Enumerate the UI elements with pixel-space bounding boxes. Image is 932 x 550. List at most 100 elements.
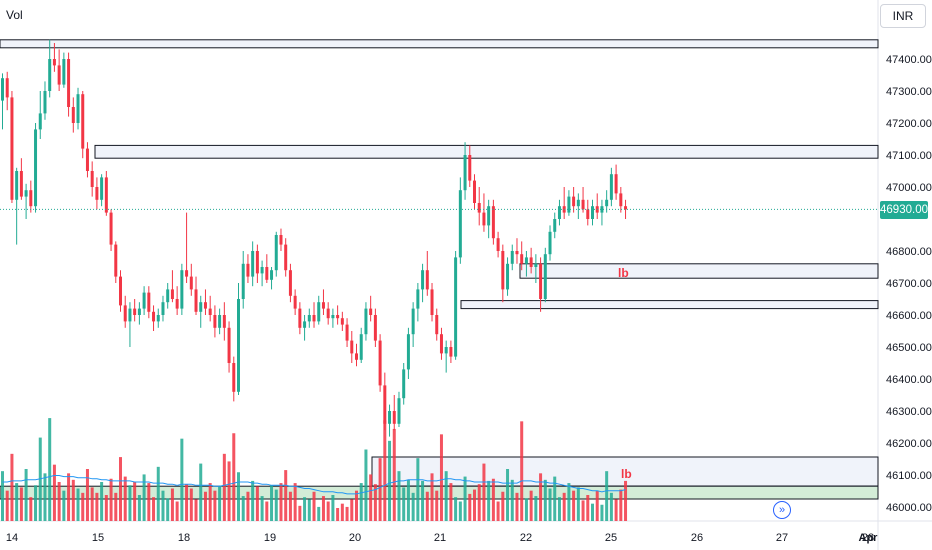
candle-body <box>317 302 321 322</box>
volume-bar <box>1 471 4 521</box>
candle-body <box>76 94 80 123</box>
candle-body <box>161 302 165 315</box>
volume-bar <box>119 457 122 521</box>
volume-bar <box>576 487 580 521</box>
candle <box>95 177 99 210</box>
candle-body <box>24 190 28 197</box>
candle-body <box>326 308 330 319</box>
candle <box>425 251 429 296</box>
x-tick-label: 25 <box>605 532 617 544</box>
volume-bar <box>383 420 387 521</box>
candle-body <box>237 299 240 392</box>
candle <box>373 308 377 347</box>
candle-body <box>506 263 510 290</box>
candle <box>331 308 335 328</box>
candle <box>260 260 264 287</box>
candle <box>586 199 590 226</box>
volume-bar <box>142 474 146 521</box>
volume-bar <box>345 506 349 521</box>
y-tick-label: 46400.00 <box>886 374 932 386</box>
candle <box>199 295 203 328</box>
volume-bar <box>71 479 75 521</box>
volume-bar <box>114 492 118 521</box>
candle-body <box>265 267 269 280</box>
candle <box>619 187 623 213</box>
candle <box>529 247 533 274</box>
y-tick-label: 46500.00 <box>886 342 932 354</box>
candle <box>170 270 174 303</box>
currency-button[interactable]: INR <box>880 4 926 28</box>
x-tick-label: 19 <box>264 532 276 544</box>
volume-bar <box>572 490 576 521</box>
candle <box>383 372 387 431</box>
candle <box>133 299 137 322</box>
volume-bar <box>255 486 259 521</box>
candle-body <box>397 398 401 424</box>
candle <box>67 52 71 117</box>
y-tick-label: 46200.00 <box>886 438 932 450</box>
candle-body <box>609 174 613 200</box>
x-tick-label: 14 <box>6 532 18 544</box>
candle <box>496 231 500 258</box>
scroll-to-realtime-button[interactable]: » <box>773 501 791 519</box>
candle-body <box>255 251 259 274</box>
candle <box>444 340 448 373</box>
candle <box>458 177 462 264</box>
candle <box>416 283 420 322</box>
candle-body <box>439 334 443 354</box>
volume-bar <box>468 493 472 521</box>
candle-body <box>524 257 528 264</box>
candle-body <box>340 318 344 325</box>
candle <box>312 302 316 328</box>
volume-bar <box>482 463 486 521</box>
candle-body <box>180 270 184 309</box>
volume-bar <box>539 473 543 521</box>
volume-ma-line <box>2 475 626 495</box>
candle-body <box>477 203 481 213</box>
candle-body <box>444 347 448 354</box>
candle <box>265 254 269 283</box>
volume-bar <box>260 496 264 521</box>
candle <box>473 174 476 210</box>
candle-body <box>543 254 547 299</box>
candle <box>510 244 514 271</box>
zone-box <box>460 300 879 310</box>
candle <box>364 302 368 341</box>
candle-body <box>246 263 250 277</box>
candle <box>388 404 392 437</box>
candle-body <box>312 315 316 322</box>
candle <box>487 199 491 239</box>
volume-bar <box>34 485 38 521</box>
volume-bar <box>213 490 217 521</box>
y-tick-label: 46800.00 <box>886 246 932 258</box>
candle <box>572 187 576 213</box>
volume-bar <box>303 497 307 521</box>
volume-bar <box>175 501 179 521</box>
candle <box>548 225 552 261</box>
candle-body <box>222 315 226 328</box>
candle <box>430 283 434 322</box>
candle <box>303 315 307 341</box>
volume-bar <box>454 497 458 521</box>
candle-body <box>43 91 47 114</box>
candle <box>57 49 61 91</box>
y-tick-label: 46000.00 <box>886 502 932 514</box>
x-tick-label: 20 <box>349 532 361 544</box>
candle <box>147 286 151 319</box>
y-tick-label: 47300.00 <box>886 86 932 98</box>
candle-body <box>510 251 514 264</box>
candle-body <box>109 212 113 245</box>
candle <box>402 363 406 405</box>
candle-body <box>227 327 231 363</box>
candle <box>576 193 580 219</box>
candle-body <box>303 321 307 328</box>
candle <box>624 199 628 219</box>
candle-body <box>572 196 576 207</box>
candle-body <box>373 315 377 341</box>
x-tick-label: Apr <box>859 532 879 544</box>
volume-bar <box>166 498 170 521</box>
candle-body <box>274 235 278 271</box>
volume-bar <box>600 504 604 521</box>
candle <box>5 71 9 111</box>
